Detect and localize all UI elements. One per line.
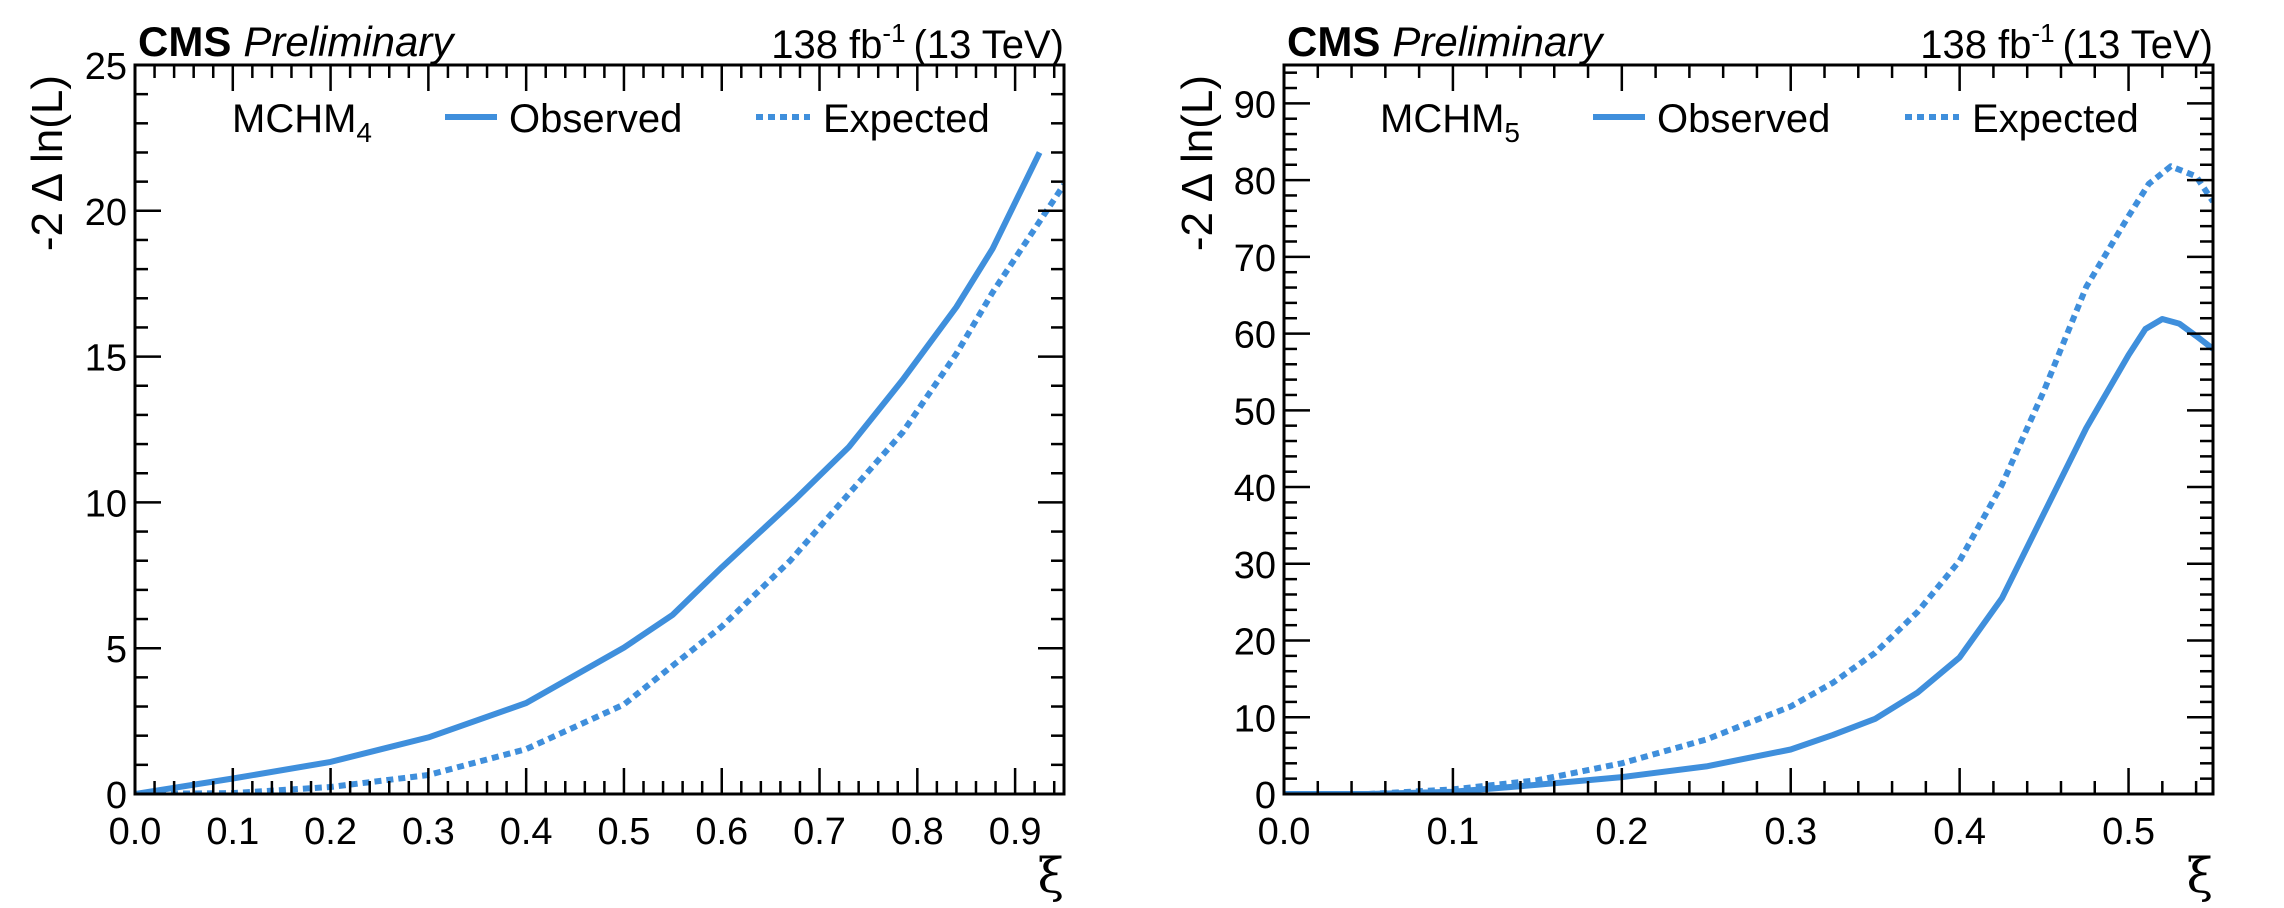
y-tick-label: 15 bbox=[85, 338, 127, 380]
y-tick-label: 25 bbox=[85, 46, 127, 88]
legend-model: MCHM5 bbox=[1380, 97, 1520, 148]
x-tick-label: 0.3 bbox=[1764, 811, 1817, 853]
y-tick-label: 70 bbox=[1234, 238, 1276, 280]
series-observed-line bbox=[1284, 316, 2213, 794]
series-expected-line bbox=[135, 182, 1064, 794]
x-tick-label: 0.0 bbox=[1258, 811, 1311, 853]
lumi-label: 138 fb-1 (13 TeV) bbox=[771, 18, 1064, 67]
axis-ticks bbox=[1282, 65, 2213, 796]
legend-expected-label: Expected bbox=[823, 97, 990, 141]
y-tick-label: 0 bbox=[106, 775, 127, 817]
legend: MCHM4 Observed Expected bbox=[232, 97, 990, 148]
y-tick-label: 20 bbox=[1234, 622, 1276, 664]
x-tick-label: 0.4 bbox=[500, 811, 553, 853]
x-axis-label: ξ bbox=[2187, 848, 2213, 904]
x-tick-label: 0.6 bbox=[695, 811, 748, 853]
y-tick-label: 50 bbox=[1234, 391, 1276, 433]
y-tick-label: 60 bbox=[1234, 315, 1276, 357]
y-axis-label: -2 Δ ln(L) bbox=[1173, 75, 1222, 251]
x-tick-label: 0.5 bbox=[2102, 811, 2155, 853]
series-observed-line bbox=[135, 151, 1043, 794]
x-tick-label: 0.5 bbox=[598, 811, 651, 853]
y-tick-label: 20 bbox=[85, 192, 127, 234]
panel-mchm5: CMS Preliminary 138 fb-1 (13 TeV) -2 Δ ln(… bbox=[1173, 18, 2215, 904]
y-axis-label: -2 Δ ln(L) bbox=[23, 75, 72, 251]
legend-observed-label: Observed bbox=[1657, 97, 1830, 141]
y-tick-label: 10 bbox=[85, 483, 127, 525]
y-tick-label: 10 bbox=[1234, 698, 1276, 740]
x-tick-label: 0.4 bbox=[1933, 811, 1986, 853]
lumi-label: 138 fb-1 (13 TeV) bbox=[1920, 18, 2213, 67]
x-tick-label: 0.0 bbox=[109, 811, 162, 853]
y-tick-label: 30 bbox=[1234, 545, 1276, 587]
series-expected-line bbox=[1284, 163, 2213, 794]
legend-expected-label: Expected bbox=[1972, 97, 2139, 141]
x-tick-label: 0.7 bbox=[793, 811, 846, 853]
x-axis-label: ξ bbox=[1038, 848, 1064, 904]
cms-label: CMS Preliminary bbox=[1287, 18, 1605, 65]
x-tick-label: 0.2 bbox=[304, 811, 357, 853]
plot-frame bbox=[133, 63, 1066, 796]
y-tick-label: 40 bbox=[1234, 468, 1276, 510]
y-tick-label: 80 bbox=[1234, 161, 1276, 203]
y-tick-label: 5 bbox=[106, 629, 127, 671]
x-tick-label: 0.3 bbox=[402, 811, 455, 853]
cms-label: CMS Preliminary bbox=[138, 18, 456, 65]
legend-model: MCHM4 bbox=[232, 97, 372, 148]
y-tick-label: 90 bbox=[1234, 84, 1276, 126]
legend-observed-label: Observed bbox=[509, 97, 682, 141]
x-tick-label: 0.1 bbox=[206, 811, 259, 853]
axis-ticks bbox=[133, 63, 1064, 796]
legend: MCHM5 Observed Expected bbox=[1380, 97, 2139, 148]
y-tick-label: 0 bbox=[1255, 775, 1276, 817]
panel-mchm4: CMS Preliminary 138 fb-1 (13 TeV) -2 Δ ln(… bbox=[23, 18, 1066, 904]
plot-frame bbox=[1282, 63, 2215, 796]
x-tick-label: 0.1 bbox=[1426, 811, 1479, 853]
x-tick-label: 0.8 bbox=[891, 811, 944, 853]
x-tick-label: 0.9 bbox=[989, 811, 1042, 853]
x-tick-label: 0.2 bbox=[1595, 811, 1648, 853]
